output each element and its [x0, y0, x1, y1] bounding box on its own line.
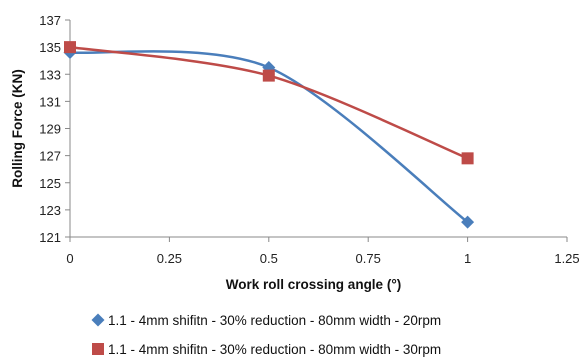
y-tick-label: 133 — [39, 67, 61, 82]
square-marker-icon — [92, 343, 104, 355]
x-axis-title: Work roll crossing angle (°) — [226, 277, 401, 292]
data-point — [461, 215, 475, 229]
series-2 — [64, 41, 474, 165]
data-point — [64, 41, 76, 54]
y-tick-label: 131 — [39, 94, 61, 109]
axes: 121 123 125 127 129 131 133 135 137 0 0.25 0.5 0.75 1… — [39, 13, 579, 266]
x-tick-label: 0.5 — [260, 251, 278, 266]
x-tick-label: 0.75 — [356, 251, 381, 266]
y-tick-label: 125 — [39, 176, 61, 191]
series-layer — [63, 41, 475, 229]
data-point — [461, 152, 474, 165]
legend-item-2: 1.1 - 4mm shifitn - 30% reduction - 80mm… — [92, 342, 441, 357]
x-tick-label: 0 — [66, 251, 73, 266]
y-tick-label: 137 — [39, 13, 61, 28]
y-tick-label: 127 — [39, 149, 61, 164]
y-tick-label: 123 — [39, 203, 61, 218]
y-tick-label: 135 — [39, 40, 61, 55]
x-tick-label: 0.25 — [157, 251, 182, 266]
legend-label: 1.1 - 4mm shifitn - 30% reduction - 80mm… — [108, 342, 441, 357]
x-tick-label: 1.25 — [554, 251, 579, 266]
y-tick-label: 129 — [39, 122, 61, 137]
diamond-marker-icon — [91, 313, 105, 327]
legend: 1.1 - 4mm shifitn - 30% reduction - 80mm… — [91, 313, 441, 357]
y-axis-title: Rolling Force (KN) — [10, 69, 25, 188]
y-tick-label: 121 — [39, 230, 61, 245]
data-point — [262, 69, 275, 82]
x-tick-label: 1 — [464, 251, 471, 266]
legend-label: 1.1 - 4mm shifitn - 30% reduction - 80mm… — [108, 313, 441, 328]
legend-item-1: 1.1 - 4mm shifitn - 30% reduction - 80mm… — [91, 313, 441, 328]
